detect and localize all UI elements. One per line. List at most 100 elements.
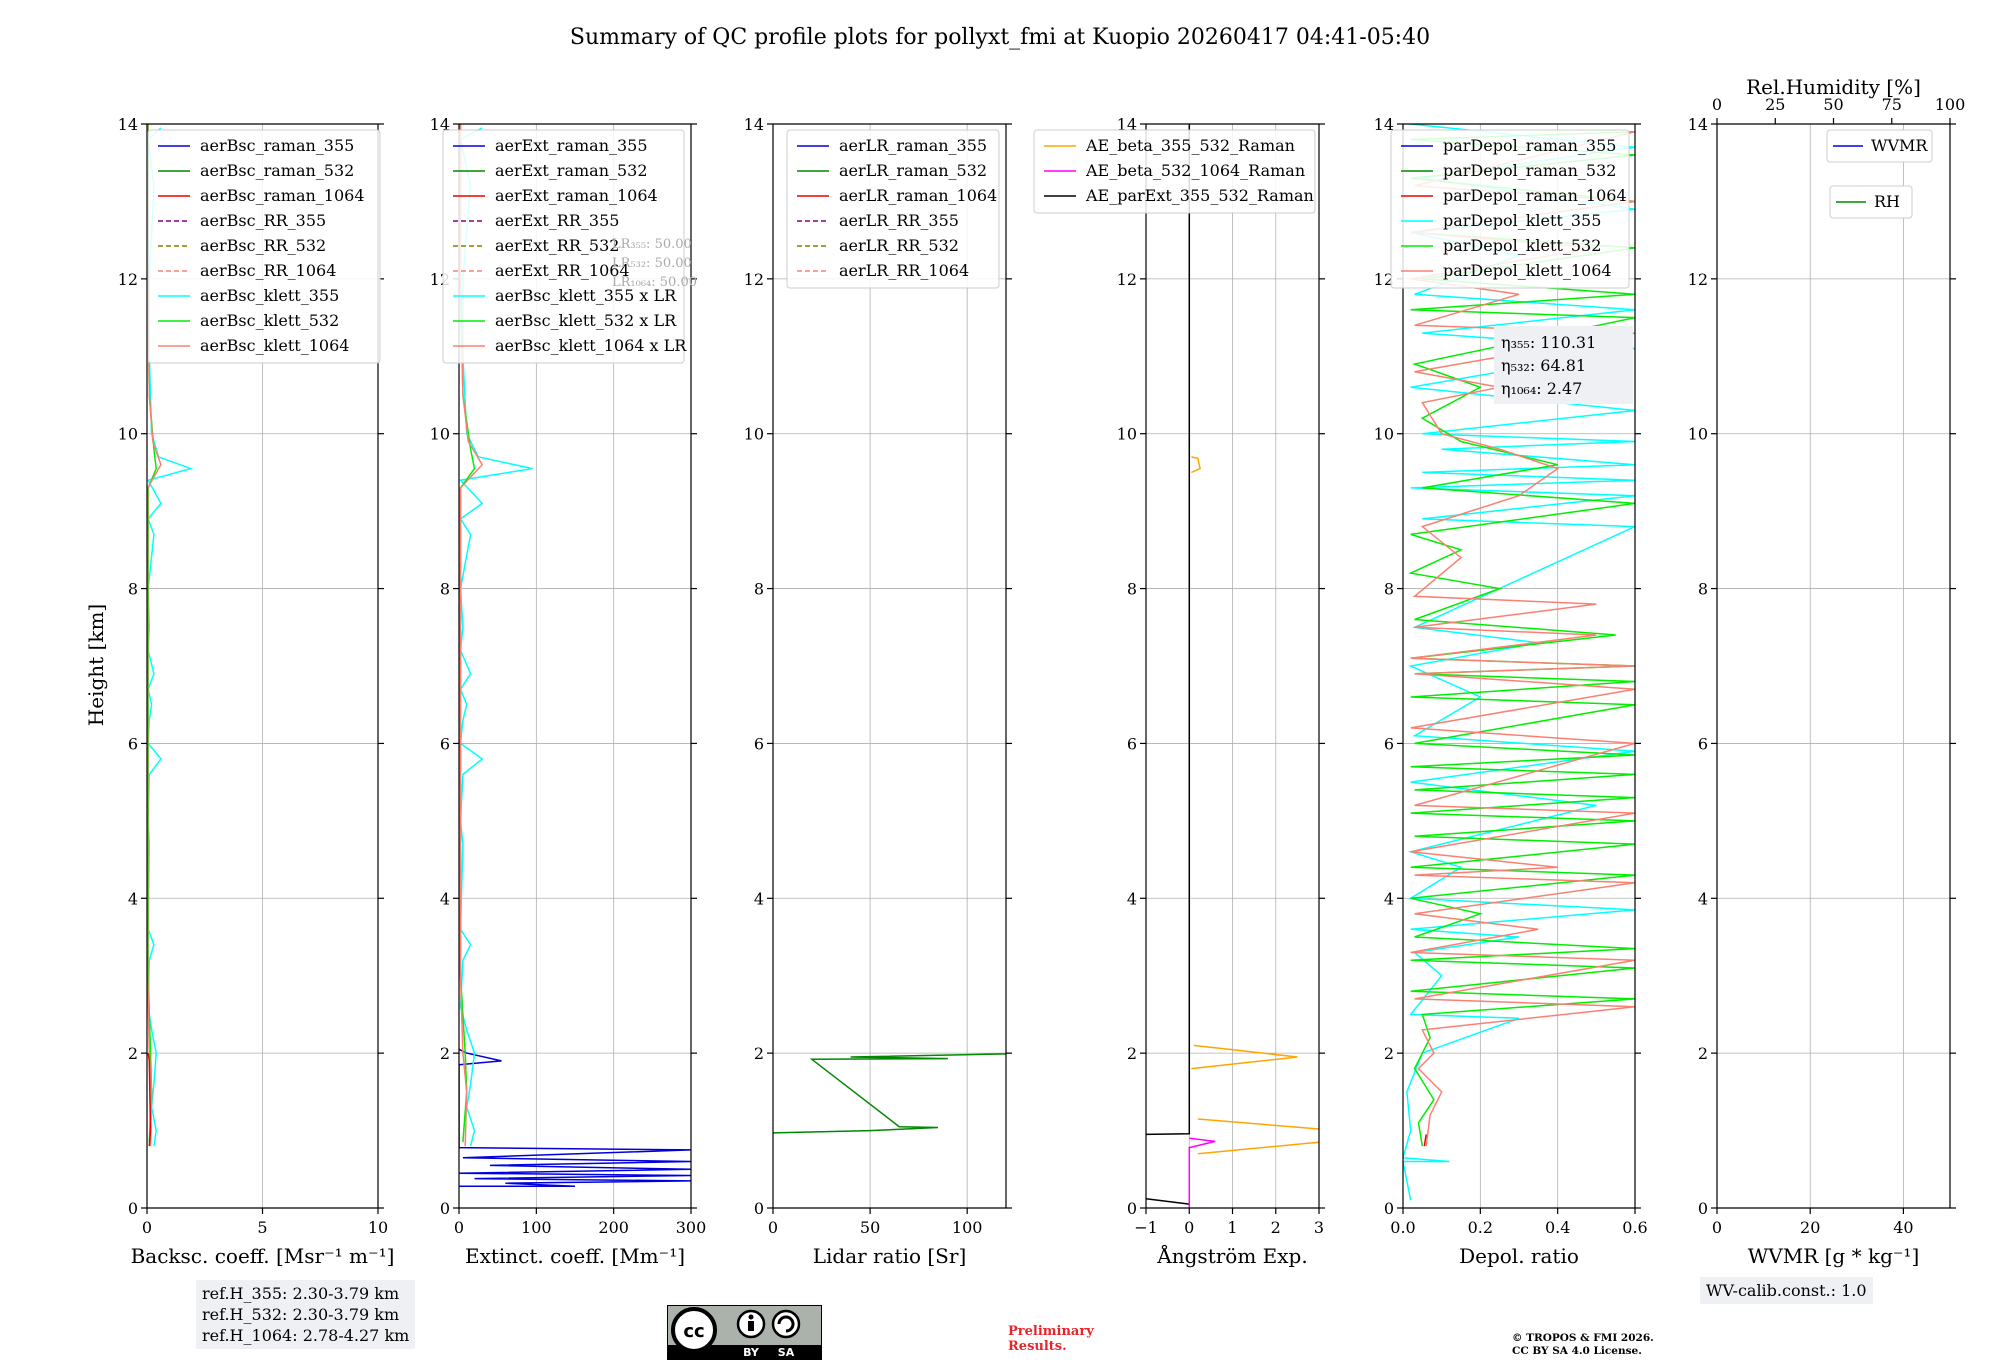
legend-label-lr: aerLR_RR_1064 [839,261,969,280]
ytick-label-ae: 0 [1127,1199,1137,1218]
ytick-label-lr: 14 [744,115,764,134]
legend-label-bsc: aerBsc_raman_355 [200,136,354,155]
legend-label-depol: parDepol_raman_532 [1443,161,1616,180]
legend-label-bsc: aerBsc_klett_1064 [200,336,349,355]
ref-height-1064: ref.H_1064: 2.78-4.27 km [202,1326,410,1345]
legend-label-ae: AE_parExt_355_532_Raman [1085,186,1314,205]
legend-label-ext: aerExt_RR_532 [495,236,619,255]
legend-label-ae: AE_beta_355_532_Raman [1085,136,1295,155]
ytick-label-lr: 12 [744,270,764,289]
figure-title: Summary of QC profile plots for pollyxt_… [570,25,1430,50]
panel-lr: 0 2 4 6 8 10 12 14 0 50 100 Lidar ratio [Sr] aerLR_r… [744,115,1012,1268]
ref-height-532: ref.H_532: 2.30-3.79 km [202,1305,400,1324]
ytick-label-wv: 2 [1698,1044,1708,1063]
series-aerBsc_raman_1064 [147,1052,152,1147]
ytick-label-ext: 8 [440,580,450,599]
panel-bsc: 0 2 4 6 8 10 12 14 0 5 10 Backsc. coeff. [Msr⁻¹ m⁻¹… [118,115,395,1268]
xtick-label-ext: 0 [454,1218,464,1237]
series-parDepol_raman_1064 [1423,1134,1427,1147]
wv-calib-box: WV-calib.const.: 1.0 [1700,1277,1873,1304]
ytick-label-ae: 14 [1117,115,1137,134]
xtick-label-bsc: 5 [257,1218,267,1237]
legend-box-ext [442,129,685,364]
ytick-label-depol: 2 [1384,1044,1394,1063]
lr-note: LR₃₅₅: 50.00 [612,237,692,252]
xtick-label-ext: 300 [676,1218,707,1237]
legend-label-depol: parDepol_raman_1064 [1443,186,1627,205]
legend-label-lr: aerLR_RR_355 [839,211,959,230]
xtick-label-lr: 0 [768,1218,778,1237]
legend-label-depol: parDepol_klett_532 [1443,236,1601,255]
xlabel-ae: Ångström Exp. [1156,1243,1307,1268]
legend-box-depol [1390,129,1630,289]
ytick-label-ae: 6 [1127,734,1137,753]
legend-label-ext: aerExt_RR_355 [495,211,619,230]
ytick-label-depol: 10 [1374,425,1394,444]
ytick-label-bsc: 6 [128,734,138,753]
toptick-label-wv: 50 [1823,95,1843,114]
legend-label-bsc: aerBsc_RR_532 [200,236,326,255]
ytick-label-lr: 4 [754,889,764,908]
legend-label-ae: AE_beta_532_1064_Raman [1085,161,1305,180]
ytick-label-ae: 8 [1127,580,1137,599]
legend-box-bsc [147,129,381,364]
ytick-label-bsc: 4 [128,889,138,908]
eta-text: η₃₅₅: 110.31 [1501,333,1596,352]
legend-label-bsc: aerBsc_RR_1064 [200,261,336,280]
ytick-label-ext: 10 [430,425,450,444]
legend-box-wv [1826,129,1933,163]
panel-depol: 0 2 4 6 8 10 12 14 0.0 0.2 0.4 0.6 Depol. ratio parDe… [1374,115,1648,1268]
toptick-label-wv: 0 [1712,95,1722,114]
xlabel-wv: WVMR [g * kg⁻¹] [1748,1244,1920,1268]
ytick-label-depol: 8 [1384,580,1394,599]
xtick-label-depol: 0.4 [1545,1218,1570,1237]
legend-label-ext: aerBsc_klett_532 x LR [495,311,677,330]
toptick-label-wv: 25 [1765,95,1785,114]
copyright-line-1: © TROPOS & FMI 2026. [1512,1332,1654,1344]
legend-box-lr [786,129,1000,289]
ytick-label-bsc: 0 [128,1199,138,1218]
legend-label-wv: RH [1874,192,1900,211]
legend-label-lr: aerLR_raman_355 [839,136,987,155]
ytick-label-ext: 6 [440,734,450,753]
legend-label-depol: parDepol_klett_355 [1443,211,1601,230]
ytick-label-ae: 2 [1127,1044,1137,1063]
toptick-label-wv: 75 [1882,95,1902,114]
copyright-line-2: CC BY SA 4.0 License. [1512,1345,1642,1357]
ytick-label-lr: 8 [754,580,764,599]
xtick-label-ext: 100 [521,1218,552,1237]
ytick-label-ae: 12 [1117,270,1137,289]
ytick-label-wv: 8 [1698,580,1708,599]
copyright-note: © TROPOS & FMI 2026. CC BY SA 4.0 Licens… [1512,1332,1654,1358]
ytick-label-depol: 12 [1374,270,1394,289]
legend-label-ext: aerBsc_klett_355 x LR [495,286,677,305]
ref-height-box: ref.H_355: 2.30-3.79 km ref.H_532: 2.30-… [196,1280,416,1349]
legend-label-bsc: aerBsc_RR_355 [200,211,326,230]
legend-label-lr: aerLR_raman_532 [839,161,987,180]
xtick-label-ae: −1 [1134,1218,1158,1237]
legend-label-bsc: aerBsc_raman_532 [200,161,354,180]
ytick-label-wv: 4 [1698,889,1708,908]
xtick-label-ae: 1 [1227,1218,1237,1237]
legend-label-wv: WVMR [1871,136,1928,155]
eta-box [1494,326,1633,404]
preliminary-line-2: Results. [1008,1339,1067,1354]
legend-label-ext: aerExt_raman_355 [495,136,648,155]
cc-sa-label: SA [778,1346,795,1359]
xtick-label-depol: 0.6 [1622,1218,1647,1237]
ytick-label-wv: 0 [1698,1199,1708,1218]
ytick-label-ae: 10 [1117,425,1137,444]
legend-label-ext: aerBsc_klett_1064 x LR [495,336,687,355]
legend-label-lr: aerLR_RR_532 [839,236,959,255]
ytick-label-wv: 12 [1688,270,1708,289]
ytick-label-bsc: 14 [118,115,138,134]
legend-label-ext: aerExt_RR_1064 [495,261,630,280]
cc-icon [671,1307,717,1353]
xtick-label-wv: 40 [1893,1218,1913,1237]
ytick-label-depol: 6 [1384,734,1394,753]
cc-license-badge: cc BY SA [667,1305,822,1360]
xtick-label-ae: 3 [1314,1218,1324,1237]
